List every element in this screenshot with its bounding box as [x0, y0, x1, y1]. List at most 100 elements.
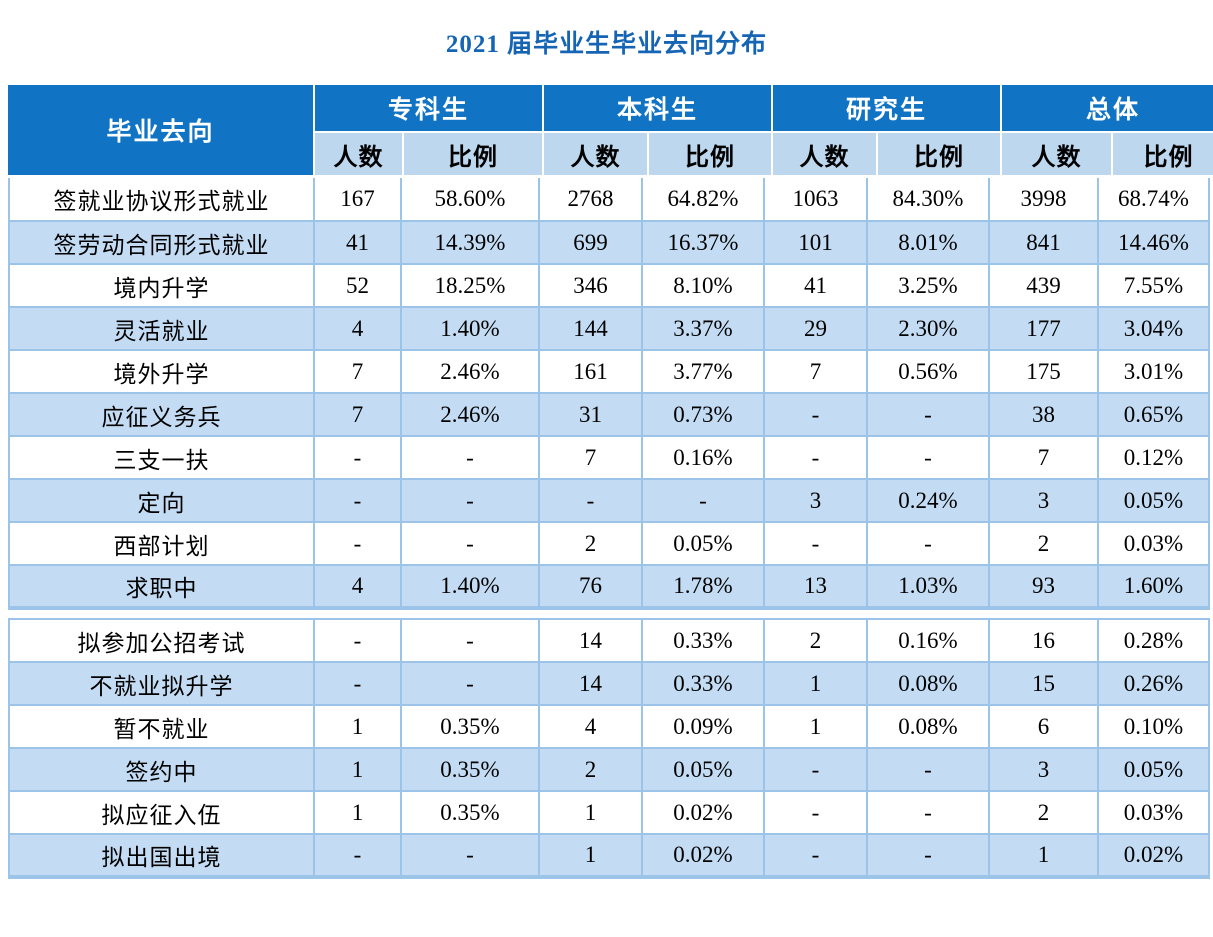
cell-ratio: 0.08%: [866, 661, 990, 706]
cell-count: -: [763, 435, 868, 480]
cell-ratio: -: [400, 478, 540, 523]
cell-ratio: 0.35%: [400, 747, 540, 792]
cell-count: -: [763, 790, 868, 835]
cell-ratio: 0.09%: [641, 704, 765, 749]
cell-count: 7: [763, 349, 868, 394]
group-header-4: 总体: [1002, 85, 1213, 131]
cell-ratio: 0.03%: [1097, 521, 1210, 566]
cell-count: 1: [313, 747, 402, 792]
cell-count: 1: [313, 704, 402, 749]
cell-count: 15: [988, 661, 1099, 706]
table-row: 签就业协议形式就业 167 58.60% 2768 64.82% 1063 84.30% 39…: [8, 178, 1210, 222]
cell-count: 1: [538, 790, 643, 835]
group-header-3: 研究生: [773, 85, 1000, 131]
cell-count: 16: [988, 618, 1099, 663]
table-row: 定向 - - - -3 0.24% 3 0.05%: [8, 478, 1210, 523]
cell-count: 1: [538, 833, 643, 879]
subheader-ratio-4: 比例: [1113, 133, 1213, 175]
cell-count: 41: [763, 263, 868, 308]
cell-ratio: 8.01%: [866, 220, 990, 265]
cell-ratio: -: [866, 833, 990, 879]
cell-count: 3998: [988, 178, 1099, 222]
row-label: 签劳动合同形式就业: [8, 220, 315, 265]
cell-count: -: [313, 478, 402, 523]
row-label: 定向: [8, 478, 315, 523]
destination-table: 毕业去向 专科生 人数 比例 本科生 人数 比例 研究生 人数 比例 总体 人数 比例 签就业协议形式…: [8, 85, 1213, 879]
cell-ratio: 1.60%: [1097, 564, 1210, 610]
cell-ratio: 14.39%: [400, 220, 540, 265]
row-label: 境内升学: [8, 263, 315, 308]
row-label: 签约中: [8, 747, 315, 792]
cell-ratio: 0.08%: [866, 704, 990, 749]
cell-ratio: 0.35%: [400, 790, 540, 835]
cell-ratio: -: [866, 521, 990, 566]
cell-count: 7: [538, 435, 643, 480]
table-row: 求职中 4 1.40% 76 1.78% 13 1.03% 93 1.60%: [8, 564, 1210, 610]
cell-count: 14: [538, 661, 643, 706]
cell-count: 4: [313, 306, 402, 351]
cell-ratio: 3.77%: [641, 349, 765, 394]
cell-count: -: [313, 435, 402, 480]
table-row: 境外升学 7 2.46% 161 3.77% 7 0.56% 175 3.01%: [8, 349, 1210, 394]
cell-ratio: 0.16%: [866, 618, 990, 663]
cell-count: 144: [538, 306, 643, 351]
cell-count: 699: [538, 220, 643, 265]
cell-ratio: -: [400, 833, 540, 879]
cell-ratio: 0.24%: [866, 478, 990, 523]
cell-count: -: [313, 661, 402, 706]
cell-ratio: 58.60%: [400, 178, 540, 222]
table-row: 三支一扶 - -7 0.16% - -7 0.12%: [8, 435, 1210, 480]
cell-count: -: [763, 392, 868, 437]
cell-ratio: 18.25%: [400, 263, 540, 308]
cell-ratio: 0.28%: [1097, 618, 1210, 663]
cell-ratio: 2.46%: [400, 349, 540, 394]
subheader-ratio-3: 比例: [878, 133, 1000, 175]
cell-ratio: 16.37%: [641, 220, 765, 265]
cell-ratio: 0.03%: [1097, 790, 1210, 835]
cell-count: 2: [763, 618, 868, 663]
cell-count: 3: [988, 478, 1099, 523]
cell-ratio: -: [866, 747, 990, 792]
cell-count: -: [763, 833, 868, 879]
cell-count: 1: [988, 833, 1099, 879]
cell-ratio: 0.05%: [1097, 478, 1210, 523]
table-row: 拟应征入伍 1 0.35% 1 0.02% - -2 0.03%: [8, 790, 1210, 835]
cell-ratio: 68.74%: [1097, 178, 1210, 222]
cell-count: 2: [538, 521, 643, 566]
page-title: 2021 届毕业生毕业去向分布: [445, 31, 768, 58]
cell-ratio: 0.33%: [641, 661, 765, 706]
table-row: 西部计划 - -2 0.05% - -2 0.03%: [8, 521, 1210, 566]
cell-count: 161: [538, 349, 643, 394]
cell-ratio: 14.46%: [1097, 220, 1210, 265]
cell-ratio: -: [866, 435, 990, 480]
table-row: 境内升学 52 18.25% 346 8.10% 41 3.25% 439 7.55%: [8, 263, 1210, 308]
cell-ratio: -: [400, 618, 540, 663]
cell-count: 13: [763, 564, 868, 610]
cell-ratio: 3.25%: [866, 263, 990, 308]
table-row: 拟出国出境 - -1 0.02% - -1 0.02%: [8, 833, 1210, 879]
table-row: 暂不就业 1 0.35% 4 0.09% 1 0.08% 6 0.10%: [8, 704, 1210, 749]
cell-ratio: 7.55%: [1097, 263, 1210, 308]
cell-count: -: [763, 747, 868, 792]
cell-ratio: 0.02%: [1097, 833, 1210, 879]
table-row: 签约中 1 0.35% 2 0.05% - -3 0.05%: [8, 747, 1210, 792]
cell-count: 14: [538, 618, 643, 663]
cell-ratio: 0.05%: [641, 747, 765, 792]
cell-count: 4: [538, 704, 643, 749]
cell-ratio: 0.12%: [1097, 435, 1210, 480]
corner-header-cell: 毕业去向: [8, 85, 313, 175]
cell-count: 2: [988, 521, 1099, 566]
table-header: 毕业去向 专科生 人数 比例 本科生 人数 比例 研究生 人数 比例 总体 人数 比例: [8, 85, 1213, 175]
cell-count: 4: [313, 564, 402, 610]
row-label: 西部计划: [8, 521, 315, 566]
cell-count: 1: [313, 790, 402, 835]
cell-ratio: 0.05%: [641, 521, 765, 566]
cell-ratio: 0.65%: [1097, 392, 1210, 437]
subheader-ratio-1: 比例: [404, 133, 542, 175]
cell-ratio: 0.73%: [641, 392, 765, 437]
cell-count: 1: [763, 704, 868, 749]
row-label: 拟应征入伍: [8, 790, 315, 835]
cell-ratio: 2.46%: [400, 392, 540, 437]
cell-ratio: 1.03%: [866, 564, 990, 610]
row-label: 灵活就业: [8, 306, 315, 351]
